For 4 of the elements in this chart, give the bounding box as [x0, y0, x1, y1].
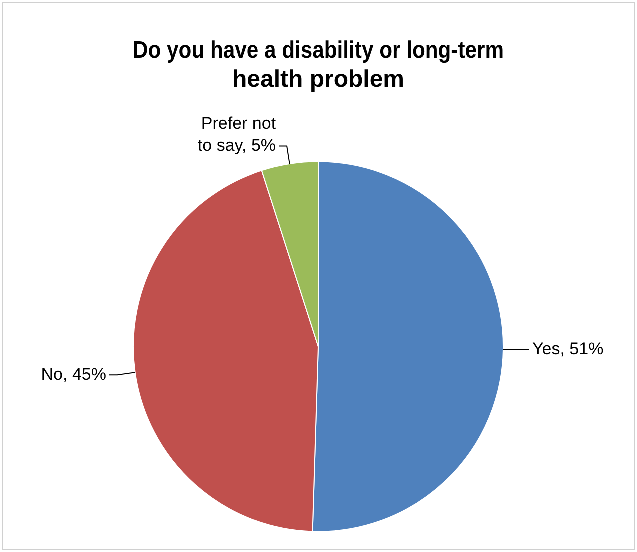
slice-label: No, 45%: [41, 364, 106, 384]
slice-label: Yes, 51%: [532, 340, 604, 359]
slice-label: Prefer not to say, 5%: [198, 114, 276, 155]
chart-title: Do you have a disability or long-term health problem: [133, 36, 504, 93]
